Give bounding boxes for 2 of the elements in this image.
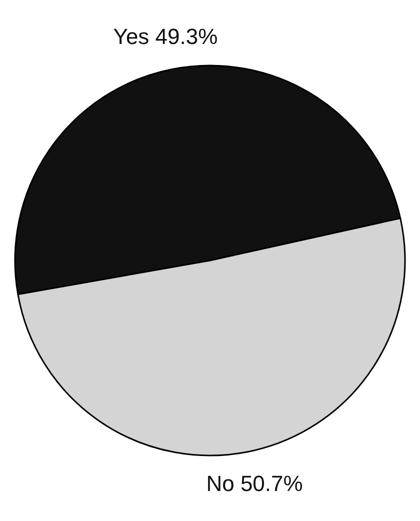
- slice-label: No 50.7%: [206, 471, 303, 496]
- slice-label: Yes 49.3%: [113, 24, 218, 49]
